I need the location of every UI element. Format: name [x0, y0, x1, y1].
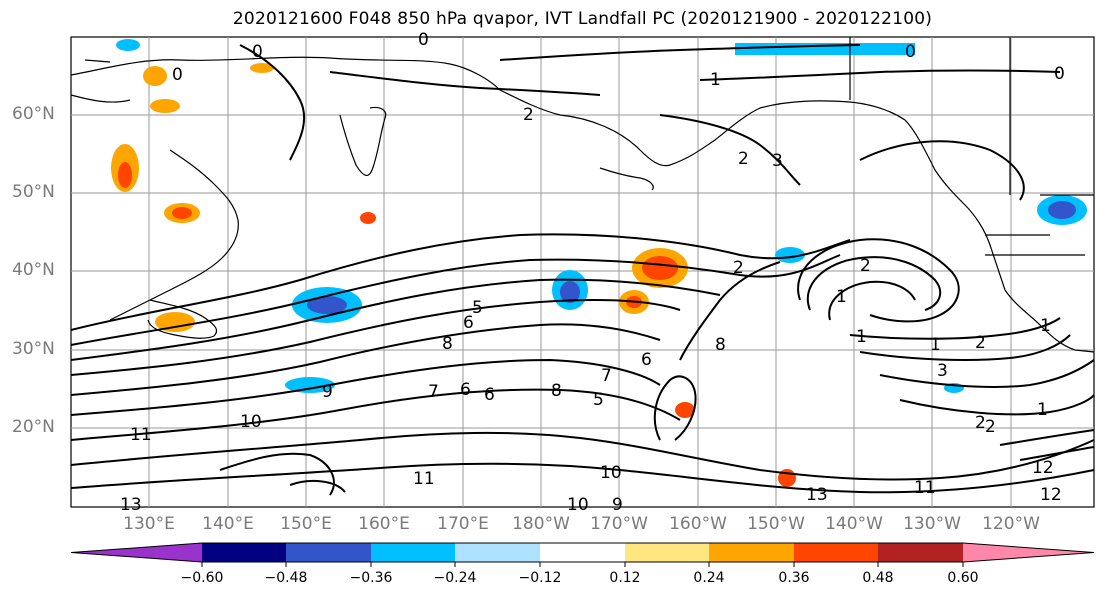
anomaly-patch [250, 63, 274, 73]
contour-label: 10 [600, 463, 622, 483]
colorbar-tick-label: 0.48 [862, 570, 894, 586]
colorbar-tick-label: 0.12 [609, 570, 641, 586]
contour-label: 2 [860, 256, 871, 276]
contour-label: 0 [905, 42, 916, 62]
contour-label: 0 [172, 65, 183, 85]
map-title: 2020121600 F048 850 hPa qvapor, IVT Land… [232, 9, 933, 29]
anomaly-patch [143, 66, 167, 86]
contour-label: 9 [612, 495, 623, 515]
lon-label: 140°W [825, 514, 883, 534]
anomaly-patch [360, 212, 376, 224]
anomaly-patch [775, 247, 805, 263]
contour-label: 2 [738, 149, 749, 169]
anomaly-patch [116, 39, 140, 51]
contour-label: 12 [1040, 485, 1062, 505]
contour-label: 7 [601, 366, 612, 386]
colorbar-tick-label: 0.36 [778, 570, 810, 586]
anomaly-patch [155, 312, 195, 332]
anomaly-patch [307, 296, 347, 314]
contour-label: 8 [715, 335, 726, 355]
contour-label: 1 [710, 70, 721, 90]
lon-label: 140°E [202, 514, 254, 534]
anomaly-patch [642, 256, 678, 280]
contour-label: 10 [567, 495, 589, 515]
contour-label: 0 [252, 42, 263, 62]
contour-label: 6 [463, 313, 474, 333]
colorbar-tick-label: −0.48 [264, 570, 308, 586]
map-frame [70, 36, 1095, 508]
anomaly-patch [150, 99, 180, 113]
lat-label: 40°N [12, 260, 55, 280]
lon-label: 120°W [982, 514, 1040, 534]
lat-label: 50°N [12, 182, 55, 202]
contour-label: 13 [120, 495, 142, 515]
contour-label: 2 [985, 417, 996, 437]
contour-label: 9 [322, 382, 333, 402]
contour-labels: 0 0 0 0 0 1 2 2 3 2 2 5 6 8 9 7 6 6 8 7 … [120, 30, 1065, 515]
colorbar-tick-label: −0.60 [180, 570, 224, 586]
colorbar-tick-label: 0.24 [693, 570, 725, 586]
lon-label: 180°W [512, 514, 570, 534]
contour-label: 0 [1054, 64, 1065, 84]
anomaly-patch [285, 377, 335, 393]
lat-label: 30°N [12, 339, 55, 359]
contour-label: 8 [551, 381, 562, 401]
contour-label: 2 [975, 413, 986, 433]
lon-label: 130°E [123, 514, 175, 534]
colorbar-tick-label: 0.60 [947, 570, 979, 586]
contour-label: 1 [930, 335, 941, 355]
contour-label: 6 [484, 385, 495, 405]
contour-label: 2 [733, 258, 744, 278]
lon-label: 160°E [358, 514, 410, 534]
colorbar-tick-label: −0.24 [433, 570, 477, 586]
contour-label: 3 [937, 361, 948, 381]
contour-label: 7 [428, 382, 439, 402]
colorbar-tick-label: −0.36 [349, 570, 393, 586]
contour-label: 5 [472, 298, 483, 318]
contour-label: 6 [460, 380, 471, 400]
contour-label: 2 [975, 333, 986, 353]
anomaly-patch [172, 207, 192, 219]
contour-label: 10 [240, 412, 262, 432]
contour-label: 1 [856, 327, 867, 347]
contour-label: 6 [641, 350, 652, 370]
anomaly-patch [675, 402, 695, 418]
contour-label: 3 [772, 151, 783, 171]
colorbar-tick-label: −0.12 [518, 570, 562, 586]
contour-label: 13 [806, 485, 828, 505]
lon-label: 150°W [747, 514, 805, 534]
contour-label: 12 [1032, 458, 1054, 478]
contour-label: 1 [1037, 400, 1048, 420]
contour-label: 5 [593, 390, 604, 410]
lat-label: 60°N [12, 104, 55, 124]
contour-label: 1 [836, 287, 847, 307]
coastlines [70, 37, 1095, 353]
lat-label: 20°N [12, 417, 55, 437]
contour-label: 0 [418, 30, 429, 50]
contour-label: 1 [1040, 316, 1051, 336]
anomaly-patch [118, 162, 132, 188]
lon-label: 170°W [590, 514, 648, 534]
contour-label: 2 [523, 105, 534, 125]
lon-label: 170°E [437, 514, 489, 534]
anomaly-patch [1048, 201, 1076, 219]
ivt-contours [70, 44, 1095, 496]
lon-label: 160°W [669, 514, 727, 534]
contour-label: 11 [130, 425, 152, 445]
contour-label: 11 [413, 469, 435, 489]
contour-label: 11 [914, 478, 936, 498]
contour-label: 8 [442, 334, 453, 354]
lon-label: 130°W [903, 514, 961, 534]
anomaly-patch [560, 281, 580, 303]
lon-label: 150°E [280, 514, 332, 534]
